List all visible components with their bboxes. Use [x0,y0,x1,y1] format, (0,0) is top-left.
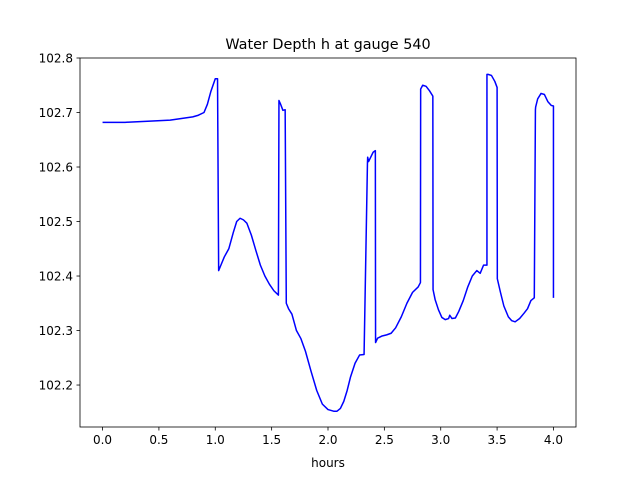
x-tick-label: 2.5 [375,433,394,447]
x-axis-label: hours [311,456,345,470]
x-tick-label: 3.0 [431,433,450,447]
y-tick-label: 102.3 [39,324,73,338]
x-tick-label: 1.0 [206,433,225,447]
x-tick-label: 0.5 [149,433,168,447]
y-tick-label: 102.7 [39,106,73,120]
x-tick-label: 1.5 [262,433,281,447]
plot-frame [79,57,577,428]
series-line-0 [102,73,555,412]
y-tick-label: 102.4 [39,270,73,284]
x-tick-label: 0.0 [93,433,112,447]
y-tick-label: 102.6 [39,161,73,175]
x-tick-label: 3.5 [488,433,507,447]
y-tick-label: 102.5 [39,215,73,229]
chart-title: Water Depth h at gauge 540 [225,37,430,53]
y-tick-label: 102.8 [39,52,73,66]
plot-area: 0.0 0.5 1.0 1.5 2.0 2.5 3.0 3.5 4.0 102.2 102.3 102… [39,52,577,447]
y-tick-label: 102.2 [39,379,73,393]
x-tick-label: 2.0 [318,433,337,447]
x-tick-label: 4.0 [544,433,563,447]
